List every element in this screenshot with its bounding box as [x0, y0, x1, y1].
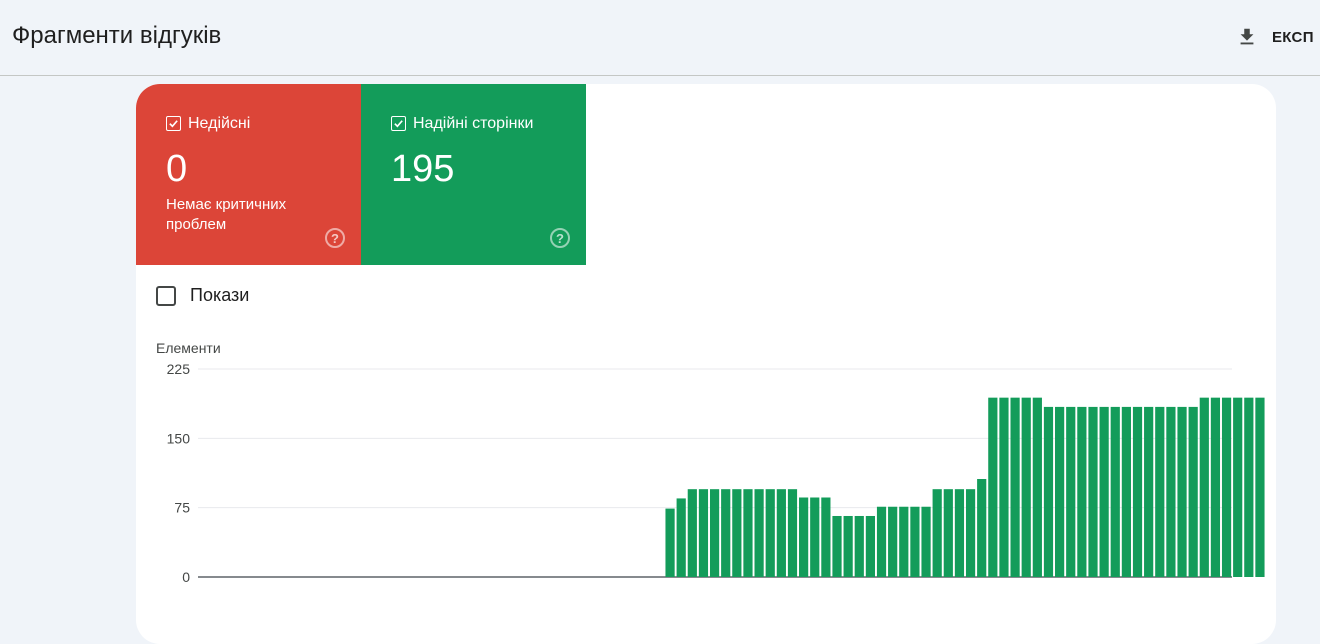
chart-bar[interactable]	[799, 497, 809, 577]
export-button[interactable]: ЕКСП	[1236, 22, 1314, 52]
chart-bar[interactable]	[1255, 397, 1265, 577]
y-tick-label: 75	[174, 500, 190, 516]
chart-bar[interactable]	[1032, 397, 1042, 577]
chart-bar[interactable]	[787, 489, 798, 577]
tile-valid-value: 195	[391, 148, 455, 190]
y-tick-label: 225	[167, 361, 191, 377]
chart-bar[interactable]	[776, 489, 786, 577]
impressions-toggle[interactable]: Покази	[156, 285, 249, 306]
tile-valid-pages[interactable]: Надійні сторінки 195 ?	[361, 84, 586, 265]
chart-bar[interactable]	[943, 489, 953, 577]
chart-bar[interactable]	[676, 498, 686, 577]
chart-bar[interactable]	[954, 489, 965, 577]
help-icon[interactable]: ?	[325, 228, 345, 248]
tile-valid-label: Надійні сторінки	[413, 115, 534, 132]
chart-bar[interactable]	[876, 506, 887, 577]
chart-bar[interactable]	[698, 489, 709, 577]
chart-bar[interactable]	[965, 489, 976, 577]
chart-bar[interactable]	[1099, 406, 1109, 577]
chart-bar[interactable]	[999, 397, 1009, 577]
page-header: Фрагменти відгуків ЕКСП	[0, 0, 1320, 76]
chart-bar[interactable]	[743, 489, 753, 577]
chart-bar[interactable]	[888, 506, 898, 577]
help-icon[interactable]: ?	[550, 228, 570, 248]
tile-invalid-checkbox[interactable]	[166, 116, 181, 131]
chart-bar[interactable]	[665, 508, 675, 577]
chart-bar[interactable]	[821, 497, 831, 577]
chart-bar[interactable]	[1188, 406, 1198, 577]
tile-invalid-label: Недійсні	[188, 115, 251, 132]
chart-bar[interactable]	[1055, 406, 1065, 577]
export-label: ЕКСП	[1272, 28, 1314, 46]
chart-bar[interactable]	[1132, 406, 1143, 577]
chart-bar[interactable]	[921, 506, 931, 577]
chart-bar[interactable]	[1155, 406, 1165, 577]
chart-bar[interactable]	[810, 497, 820, 577]
chart-bar[interactable]	[865, 515, 875, 577]
items-bar-chart: 0 75 150 225	[167, 361, 1265, 585]
chart-bar[interactable]	[1021, 397, 1031, 577]
y-tick-label: 0	[182, 569, 190, 585]
chart-bar[interactable]	[832, 515, 842, 577]
chart-bar[interactable]	[1077, 406, 1087, 577]
impressions-label: Покази	[190, 285, 250, 305]
chart-bar[interactable]	[721, 489, 731, 577]
chart-bar[interactable]	[1121, 406, 1131, 577]
page-title: Фрагменти відгуків	[12, 22, 222, 49]
chart-bar[interactable]	[1043, 406, 1054, 577]
y-tick-label: 150	[167, 430, 191, 446]
chart-bar[interactable]	[732, 489, 742, 577]
chart-bar[interactable]	[988, 397, 998, 577]
chart-bar[interactable]	[1010, 397, 1020, 577]
chart-bar[interactable]	[977, 479, 987, 577]
tile-invalid-value: 0	[166, 148, 188, 190]
chart-bar[interactable]	[1177, 406, 1187, 577]
download-icon	[1240, 28, 1254, 45]
chart-bar[interactable]	[910, 506, 920, 577]
tile-invalid-subtitle: Немає критичних проблем	[166, 196, 287, 233]
chart-bar[interactable]	[1088, 406, 1098, 577]
check-icon	[169, 120, 178, 128]
chart-bar[interactable]	[1210, 397, 1221, 577]
chart-bar[interactable]	[1199, 397, 1209, 577]
tile-invalid[interactable]: Недійсні 0 Немає критичних проблем ?	[136, 84, 361, 265]
tile-valid-checkbox[interactable]	[391, 116, 406, 131]
chart-bar[interactable]	[932, 489, 942, 577]
chart-bar[interactable]	[1110, 406, 1120, 577]
chart-bar[interactable]	[1166, 406, 1176, 577]
chart-bar[interactable]	[854, 515, 864, 577]
chart-bar[interactable]	[1066, 406, 1076, 577]
chart-bar[interactable]	[1221, 397, 1232, 577]
chart-bar[interactable]	[1244, 397, 1254, 577]
chart-bar[interactable]	[899, 506, 909, 577]
chart-bar[interactable]	[709, 489, 720, 577]
report-card: Недійсні 0 Немає критичних проблем ? Над…	[136, 84, 1276, 644]
check-icon	[394, 120, 403, 128]
impressions-checkbox[interactable]	[156, 285, 176, 306]
chart-bar[interactable]	[1144, 406, 1154, 577]
chart-bar[interactable]	[843, 515, 853, 577]
chart-bar[interactable]	[765, 489, 775, 577]
chart-bar[interactable]	[754, 489, 764, 577]
chart-bar[interactable]	[1233, 397, 1243, 577]
chart-bar[interactable]	[687, 489, 697, 577]
chart-y-axis-title: Елементи	[156, 340, 221, 356]
